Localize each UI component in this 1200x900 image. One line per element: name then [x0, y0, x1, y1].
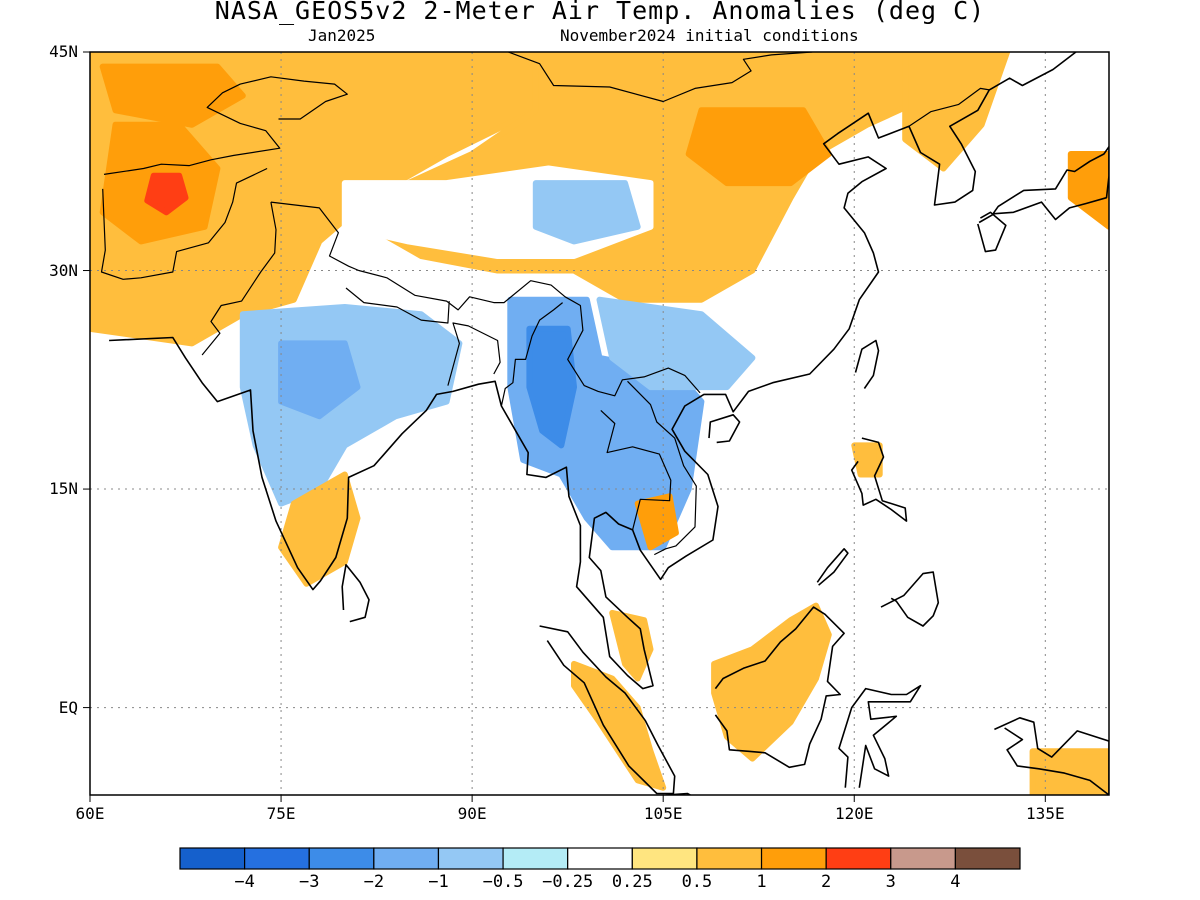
- coastlines-and-borders: [100, 52, 1109, 795]
- lon-tick-label: 120E: [834, 804, 874, 823]
- anomaly-region-central-asia-core: [99, 63, 246, 128]
- lat-tick-label: EQ: [58, 697, 78, 717]
- axis-ticks: [83, 51, 1046, 802]
- coastline-mindanao: [880, 571, 940, 627]
- colorbar-label: 1: [756, 872, 767, 892]
- colorbar-label: −0.25: [542, 872, 594, 892]
- border-himalaya-border: [270, 201, 701, 397]
- anomaly-region-sumatra-warm: [571, 660, 667, 791]
- lon-tick-label: 135E: [1026, 804, 1065, 823]
- anomaly-region-south-china-cool: [596, 296, 756, 391]
- coastline-hainan: [708, 413, 741, 444]
- coastline-taiwan: [854, 339, 880, 389]
- lat-tick-label: 15N: [49, 479, 78, 499]
- coastline-palawan: [816, 547, 849, 586]
- border-nepal-bhutan: [345, 287, 450, 324]
- border-india-pakistan: [201, 201, 277, 356]
- border-afghan-border: [100, 167, 268, 280]
- border-china-mongolia: [506, 52, 813, 103]
- anomaly-region-india-cool: [239, 304, 463, 507]
- colorbar-label: 0.5: [681, 872, 713, 892]
- anomaly-region-afghanistan-core: [144, 172, 189, 216]
- colorbar-label: 0.25: [611, 872, 653, 892]
- border-laos-vietnam: [627, 380, 697, 556]
- anomaly-region-malay-warm: [609, 609, 654, 682]
- border-indochina-borders: [600, 409, 672, 531]
- coastline-kyushu: [977, 211, 1007, 253]
- border-china-korea: [908, 87, 990, 127]
- coastline-sri-lanka: [341, 563, 370, 623]
- anomaly-region-borneo-warm: [711, 602, 832, 762]
- coastline-luzon: [850, 437, 908, 522]
- border-myanmar-bangladesh: [500, 302, 563, 407]
- map-frame: [89, 51, 1110, 796]
- border-central-asia-borders: [103, 76, 348, 175]
- forecast-month-label: Jan2025: [308, 26, 376, 45]
- colorbar-label: −4: [234, 872, 255, 892]
- chart-title: NASA_GEOS5v2 2-Meter Air Temp. Anomalies…: [214, 0, 986, 25]
- anomaly-region-philippines-warm: [851, 442, 883, 478]
- anomaly-region-south-india-warm: [278, 471, 361, 587]
- anomaly-region-new-guinea-warm: [1029, 748, 1109, 795]
- colorbar-label: 2: [821, 872, 832, 892]
- lon-tick-label: 90E: [457, 804, 487, 823]
- coastline-new-guinea: [994, 716, 1109, 795]
- lat-tick-label: 45N: [49, 42, 78, 61]
- coastline-honshu: [978, 145, 1109, 224]
- coastline-sumatra: [539, 625, 676, 795]
- coastline-india-coast: [109, 52, 1077, 690]
- anomaly-region-honshu-warm: [1067, 151, 1109, 230]
- coastline-sulawesi: [838, 684, 922, 788]
- map-gridlines: [90, 52, 1109, 795]
- colorbar-label: 3: [885, 872, 896, 892]
- anomaly-region-myanmar-core: [526, 325, 577, 449]
- lat-tick-label: 30N: [49, 260, 78, 280]
- lon-tick-label: 75E: [266, 804, 296, 823]
- initial-conditions-label: November2024 initial conditions: [560, 26, 859, 45]
- anomaly-shading: [90, 52, 1109, 795]
- lon-tick-label: 60E: [75, 804, 105, 823]
- colorbar-label: −0.5: [482, 872, 524, 892]
- colorbar-label: −2: [363, 872, 385, 892]
- colorbar-label: 4: [950, 872, 961, 892]
- anomaly-region-cambodia-warm: [634, 493, 679, 551]
- border-bangladesh-india: [447, 322, 501, 386]
- colorbar-label: −3: [298, 872, 320, 892]
- colorbar-label: −1: [428, 872, 449, 892]
- anomaly-region-northern-china-core: [685, 107, 832, 187]
- anomaly-region-tibet-cool: [532, 180, 641, 245]
- coastline-borneo: [714, 606, 845, 769]
- anomaly-region-india-core-cool: [278, 340, 361, 420]
- lon-tick-label: 105E: [643, 804, 683, 823]
